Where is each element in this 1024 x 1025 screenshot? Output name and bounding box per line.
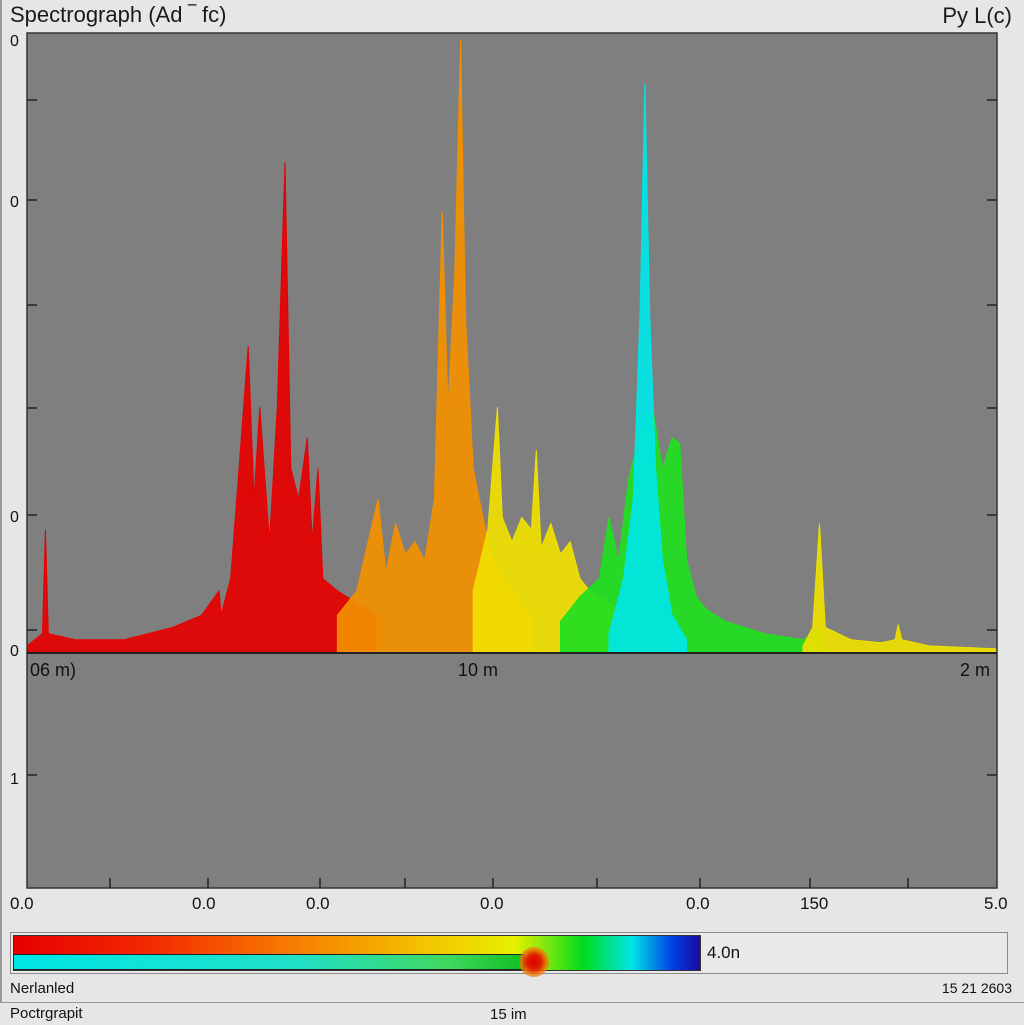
lower-x-tick-label: 5.0 bbox=[984, 894, 1008, 913]
window-title: Spectrograph (Ad ‾ fc) bbox=[10, 2, 227, 27]
lower-y-tick-label: 1 bbox=[10, 771, 19, 788]
footer-bar bbox=[0, 1002, 1024, 1025]
upper-x-label-left: 06 m) bbox=[30, 660, 76, 680]
lower-plot-area bbox=[27, 653, 997, 888]
spectrum-series-4 bbox=[608, 82, 688, 653]
spectrum-layer bbox=[26, 39, 998, 653]
lower-x-tick-label: 0.0 bbox=[686, 894, 710, 913]
spectrograph-plot: 0 0 0 0 06 m) 10 m 2 m 1 0.0 0.0 0.0 0.0… bbox=[10, 32, 1008, 913]
colorbar-panel: 4.0n bbox=[10, 932, 1008, 977]
lower-x-tick-label: 0.0 bbox=[192, 894, 216, 913]
status-text-left: Nerlanled bbox=[10, 980, 75, 997]
upper-y-tick-label: 0 bbox=[10, 509, 19, 526]
lower-x-tick-label: 0.0 bbox=[306, 894, 330, 913]
window-title-right: Py L(c) bbox=[942, 3, 1012, 28]
plot-frame bbox=[26, 32, 998, 889]
colorbar-value-label: 4.0n bbox=[707, 943, 741, 962]
lower-x-tick-label: 0.0 bbox=[480, 894, 504, 913]
spectrum-series-0 bbox=[26, 162, 377, 653]
footer-label-center: 15 im bbox=[490, 1006, 527, 1023]
upper-x-label-center: 10 m bbox=[458, 660, 498, 680]
colorbar-slider-track[interactable] bbox=[13, 954, 525, 970]
lower-x-tick-label: 0.0 bbox=[10, 894, 34, 913]
lower-x-tick-label: 150 bbox=[800, 894, 828, 913]
spectrum-series-5 bbox=[802, 523, 998, 653]
upper-y-tick-label: 0 bbox=[10, 194, 19, 211]
footer-label-left: Poctrgrapit bbox=[10, 1005, 83, 1022]
status-text-right: 15 21 2603 bbox=[941, 980, 1012, 996]
colorbar-slider-handle[interactable] bbox=[519, 947, 549, 977]
upper-y-tick-label: 0 bbox=[10, 33, 19, 50]
upper-y-tick-label: 0 bbox=[10, 643, 19, 660]
axis-ticks bbox=[27, 99, 997, 888]
upper-x-label-right: 2 m bbox=[960, 660, 990, 680]
